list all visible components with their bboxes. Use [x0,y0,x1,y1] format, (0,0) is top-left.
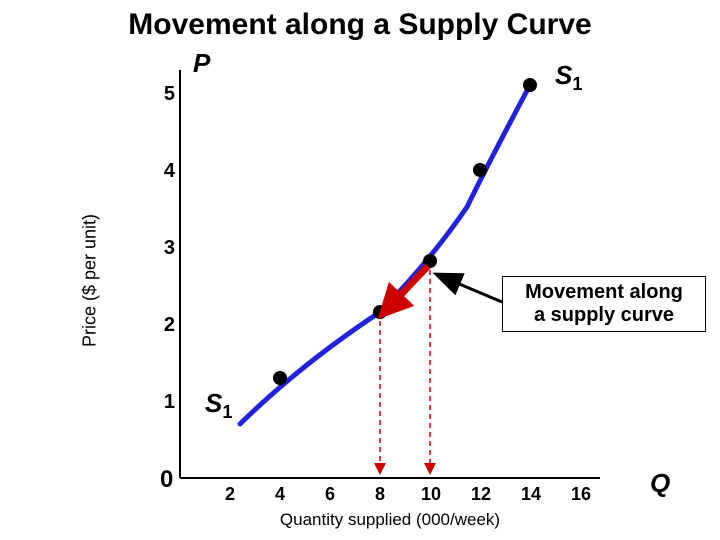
data-point [273,371,287,385]
data-point [473,163,487,177]
movement-arrow [392,266,428,304]
callout-arrow [438,275,502,302]
data-point [373,305,387,319]
chart-svg [0,0,720,540]
data-point [523,78,537,92]
